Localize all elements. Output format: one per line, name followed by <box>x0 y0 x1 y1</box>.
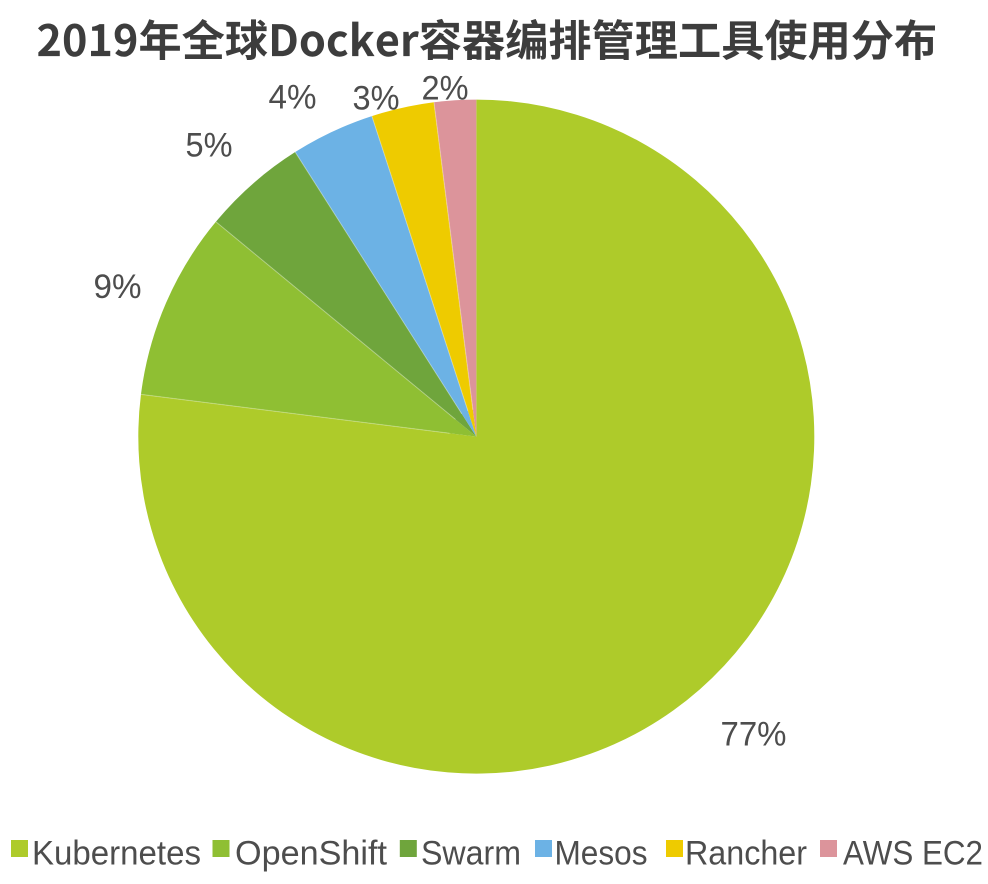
svg-text:77%: 77% <box>721 716 787 754</box>
svg-text:3%: 3% <box>353 80 400 118</box>
svg-text:4%: 4% <box>269 79 317 117</box>
svg-text:OpenShift: OpenShift <box>235 835 387 873</box>
svg-text:9%: 9% <box>94 268 142 306</box>
svg-text:AWS EC2: AWS EC2 <box>843 835 983 873</box>
svg-text:Rancher: Rancher <box>685 835 807 873</box>
svg-text:Mesos: Mesos <box>555 835 648 873</box>
svg-text:2%: 2% <box>422 70 469 108</box>
svg-text:Swarm: Swarm <box>421 835 521 873</box>
svg-text:5%: 5% <box>186 127 233 165</box>
svg-text:Kubernetes: Kubernetes <box>32 835 201 873</box>
